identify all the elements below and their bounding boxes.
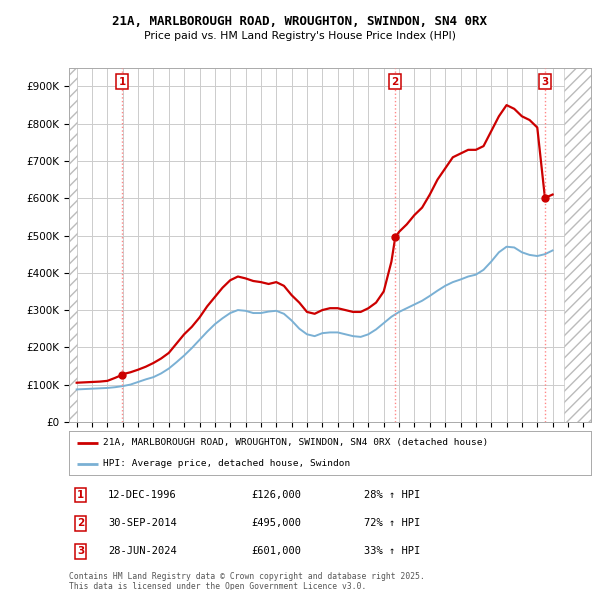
Text: 33% ↑ HPI: 33% ↑ HPI: [364, 546, 420, 556]
Text: 21A, MARLBOROUGH ROAD, WROUGHTON, SWINDON, SN4 0RX (detached house): 21A, MARLBOROUGH ROAD, WROUGHTON, SWINDO…: [103, 438, 488, 447]
Text: 28-JUN-2024: 28-JUN-2024: [108, 546, 177, 556]
Text: 21A, MARLBOROUGH ROAD, WROUGHTON, SWINDON, SN4 0RX: 21A, MARLBOROUGH ROAD, WROUGHTON, SWINDO…: [113, 15, 487, 28]
Bar: [564, 68, 591, 422]
Text: 30-SEP-2014: 30-SEP-2014: [108, 518, 177, 528]
Text: 28% ↑ HPI: 28% ↑ HPI: [364, 490, 420, 500]
Text: 1: 1: [118, 77, 125, 87]
Text: 12-DEC-1996: 12-DEC-1996: [108, 490, 177, 500]
Text: £126,000: £126,000: [252, 490, 302, 500]
Text: This data is licensed under the Open Government Licence v3.0.: This data is licensed under the Open Gov…: [69, 582, 367, 590]
Text: £495,000: £495,000: [252, 518, 302, 528]
Text: Contains HM Land Registry data © Crown copyright and database right 2025.: Contains HM Land Registry data © Crown c…: [69, 572, 425, 581]
Text: Price paid vs. HM Land Registry's House Price Index (HPI): Price paid vs. HM Land Registry's House …: [144, 31, 456, 41]
Text: 2: 2: [392, 77, 399, 87]
Text: HPI: Average price, detached house, Swindon: HPI: Average price, detached house, Swin…: [103, 460, 350, 468]
Text: 72% ↑ HPI: 72% ↑ HPI: [364, 518, 420, 528]
Bar: [69, 68, 77, 422]
Text: 2: 2: [77, 518, 84, 528]
Text: £601,000: £601,000: [252, 546, 302, 556]
Text: 1: 1: [77, 490, 84, 500]
Text: 3: 3: [77, 546, 84, 556]
Text: 3: 3: [541, 77, 548, 87]
